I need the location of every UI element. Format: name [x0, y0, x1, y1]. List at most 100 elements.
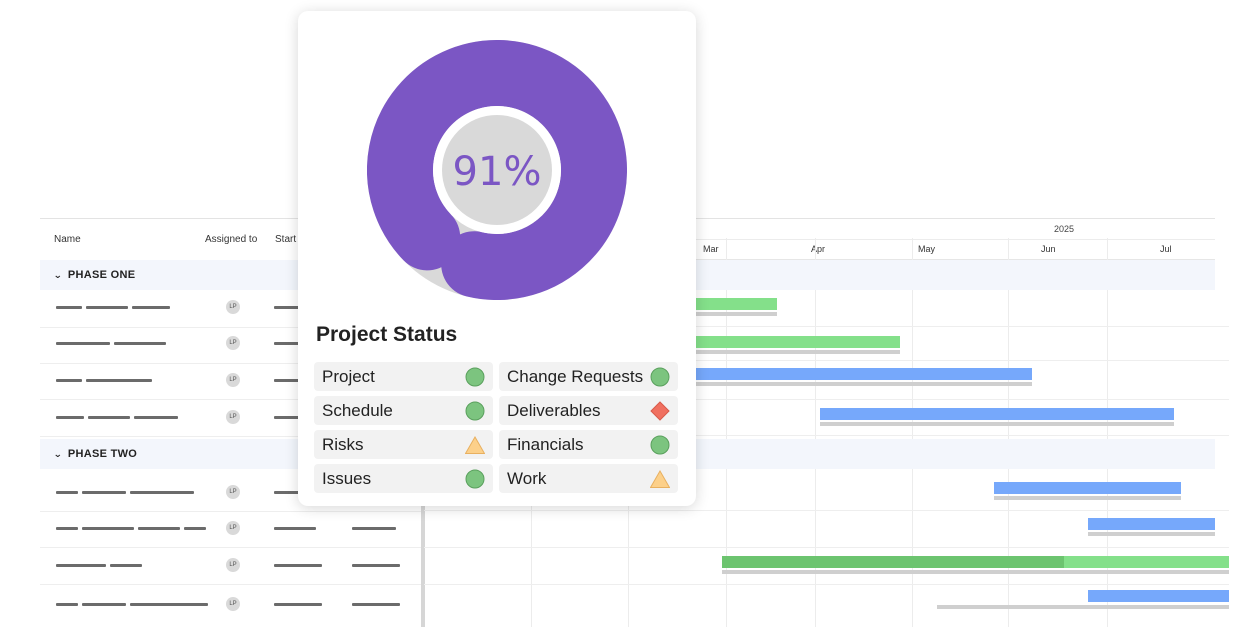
- name-placeholder: [56, 491, 78, 494]
- avatar[interactable]: LP: [226, 410, 240, 424]
- row-line: [424, 399, 1229, 400]
- timeline-month: Jun: [1041, 244, 1056, 254]
- grid-line: [815, 238, 816, 627]
- column-header-name[interactable]: Name: [54, 234, 81, 245]
- date-placeholder: [352, 527, 396, 530]
- phase-label-two: ⌄ PHASE TWO: [53, 448, 137, 460]
- green-circle-icon: [650, 367, 670, 387]
- avatar[interactable]: LP: [226, 521, 240, 535]
- task-bar-progress[interactable]: [722, 556, 1064, 568]
- name-placeholder: [82, 527, 134, 530]
- name-placeholder: [56, 342, 110, 345]
- column-header-start[interactable]: Start: [275, 234, 297, 245]
- table-row[interactable]: LP: [40, 474, 424, 512]
- table-row[interactable]: LP: [40, 510, 424, 548]
- baseline-bar: [722, 570, 1229, 574]
- column-header-assigned[interactable]: Assigned to: [205, 234, 258, 245]
- row-line: [424, 360, 1229, 361]
- task-bar[interactable]: [994, 482, 1181, 494]
- grid-line: [1008, 238, 1009, 627]
- warning-triangle-icon: [465, 435, 485, 454]
- timeline-year: 2025: [1054, 224, 1075, 234]
- name-placeholder: [56, 306, 82, 309]
- status-item-deliverables[interactable]: Deliverables: [499, 396, 678, 425]
- name-placeholder: [56, 379, 82, 382]
- project-status-card: 91% Project Status Project Change Request…: [298, 11, 696, 506]
- task-bar[interactable]: [820, 408, 1174, 420]
- status-item-label: Change Requests: [507, 367, 644, 386]
- row-line: [424, 584, 1229, 585]
- name-placeholder: [86, 379, 152, 382]
- table-row[interactable]: LP: [40, 290, 424, 328]
- row-line: [424, 326, 1229, 327]
- name-placeholder: [130, 603, 208, 606]
- name-placeholder: [114, 342, 166, 345]
- avatar[interactable]: LP: [226, 485, 240, 499]
- grid-line: [1107, 238, 1108, 627]
- ring-progress: [367, 40, 627, 300]
- grid-line: [726, 238, 727, 627]
- name-placeholder: [56, 416, 84, 419]
- table-row[interactable]: LP: [40, 362, 424, 400]
- baseline-bar: [686, 350, 900, 354]
- baseline-bar: [820, 422, 1174, 426]
- pane-splitter[interactable]: [421, 470, 425, 627]
- timeline-month: May: [918, 244, 936, 254]
- row-line: [424, 510, 1229, 511]
- baseline-bar: [686, 312, 777, 316]
- task-bar[interactable]: [1088, 590, 1229, 602]
- timeline-divider: [424, 259, 1215, 260]
- date-placeholder: [274, 491, 300, 494]
- task-bar[interactable]: [686, 336, 900, 348]
- baseline-bar: [1088, 532, 1215, 536]
- table-row[interactable]: LP: [40, 584, 424, 621]
- avatar[interactable]: LP: [226, 336, 240, 350]
- task-bar[interactable]: [686, 298, 777, 310]
- avatar[interactable]: LP: [226, 300, 240, 314]
- ring-center: [442, 115, 552, 225]
- table-row[interactable]: LP: [40, 547, 424, 585]
- status-item-financials[interactable]: Financials: [499, 430, 678, 459]
- name-placeholder: [56, 527, 78, 530]
- date-placeholder: [274, 527, 316, 530]
- task-bar[interactable]: [1064, 556, 1229, 568]
- name-placeholder: [88, 416, 130, 419]
- avatar[interactable]: LP: [226, 558, 240, 572]
- progress-ring: [367, 40, 627, 300]
- status-item-change-requests[interactable]: Change Requests: [499, 362, 678, 391]
- warning-triangle-icon: [650, 469, 670, 488]
- chevron-down-icon[interactable]: ⌄: [53, 270, 63, 280]
- status-item-risks[interactable]: Risks: [314, 430, 493, 459]
- green-circle-icon: [465, 367, 485, 387]
- status-item-schedule[interactable]: Schedule: [314, 396, 493, 425]
- timeline-month: Apr: [811, 244, 826, 254]
- timeline-month: Jul: [1160, 244, 1172, 254]
- status-item-project[interactable]: Project: [314, 362, 493, 391]
- green-circle-icon: [650, 435, 670, 455]
- name-placeholder: [184, 527, 206, 530]
- name-placeholder: [130, 491, 194, 494]
- name-placeholder: [56, 564, 106, 567]
- table-row[interactable]: LP: [40, 399, 424, 437]
- date-placeholder: [352, 603, 400, 606]
- timeline-month: Mar: [703, 244, 719, 254]
- chevron-down-icon[interactable]: ⌄: [53, 449, 63, 459]
- date-placeholder: [274, 379, 300, 382]
- name-placeholder: [56, 603, 78, 606]
- table-row[interactable]: LP: [40, 326, 424, 364]
- status-item-label: Deliverables: [507, 401, 601, 420]
- status-item-work[interactable]: Work: [499, 464, 678, 493]
- status-item-label: Schedule: [322, 401, 393, 420]
- name-placeholder: [134, 416, 178, 419]
- status-item-issues[interactable]: Issues: [314, 464, 493, 493]
- task-bar[interactable]: [1088, 518, 1215, 530]
- avatar[interactable]: LP: [226, 597, 240, 611]
- green-circle-icon: [465, 401, 485, 421]
- grid-line: [628, 470, 629, 627]
- name-placeholder: [110, 564, 142, 567]
- avatar[interactable]: LP: [226, 373, 240, 387]
- name-placeholder: [86, 306, 128, 309]
- task-bar[interactable]: [686, 368, 1032, 380]
- name-placeholder: [82, 491, 126, 494]
- date-placeholder: [274, 603, 322, 606]
